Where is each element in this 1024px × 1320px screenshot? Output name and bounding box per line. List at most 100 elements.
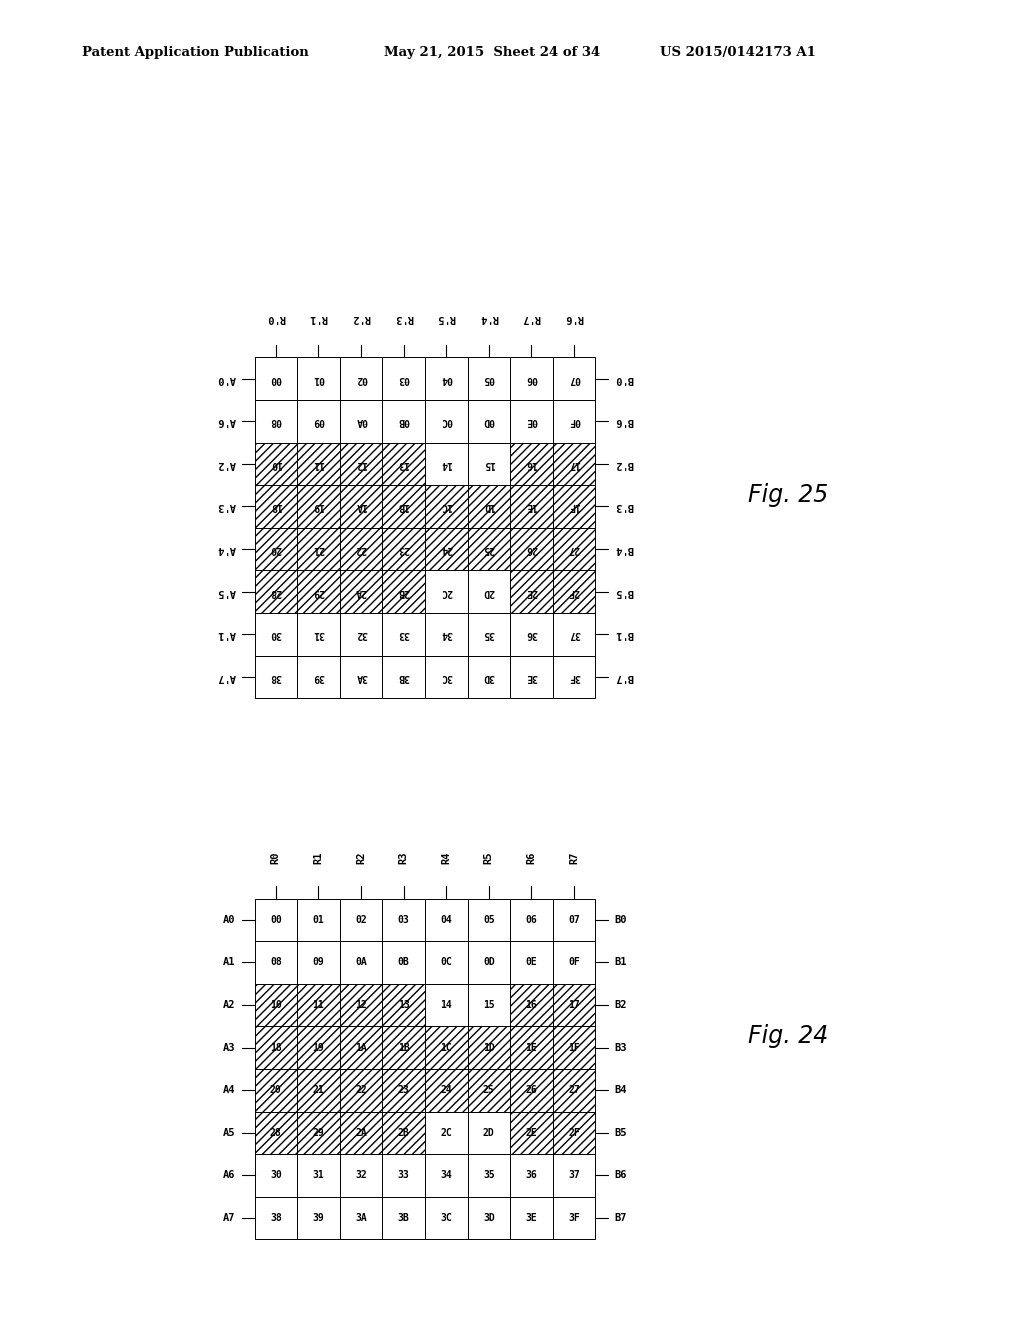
Text: B'1: B'1 [614, 630, 633, 639]
Bar [255, 486, 297, 528]
Text: R'1: R'1 [309, 313, 328, 323]
Bar [255, 941, 297, 983]
Bar [553, 528, 595, 570]
Bar [255, 358, 297, 400]
Text: 30: 30 [270, 1171, 282, 1180]
Text: 07: 07 [568, 374, 580, 384]
Bar [553, 486, 595, 528]
Text: 03: 03 [397, 374, 410, 384]
Bar [297, 400, 340, 442]
Text: 12: 12 [355, 459, 367, 469]
Text: 22: 22 [355, 544, 367, 554]
Text: 09: 09 [312, 416, 325, 426]
Text: 25: 25 [483, 1085, 495, 1096]
Text: 23: 23 [397, 1085, 410, 1096]
Text: 07: 07 [568, 915, 580, 925]
Bar [425, 486, 468, 528]
Text: 0D: 0D [483, 957, 495, 968]
Bar [255, 1111, 297, 1154]
Bar [340, 1154, 382, 1197]
Bar [468, 1069, 510, 1111]
Text: A1: A1 [223, 957, 236, 968]
Bar [297, 1069, 340, 1111]
Bar [382, 1197, 425, 1239]
Text: 25: 25 [483, 544, 495, 554]
Bar [297, 1111, 340, 1154]
Text: R5: R5 [484, 851, 494, 865]
Bar [510, 1154, 553, 1197]
Text: 35: 35 [483, 1171, 495, 1180]
Bar [382, 400, 425, 442]
Text: 3C: 3C [440, 672, 453, 682]
Text: 2E: 2E [525, 1127, 538, 1138]
Bar [255, 983, 297, 1027]
Text: 00: 00 [270, 374, 282, 384]
Text: 19: 19 [312, 1043, 325, 1052]
Bar [425, 1111, 468, 1154]
Bar [340, 570, 382, 612]
Text: 03: 03 [397, 915, 410, 925]
Bar [468, 528, 510, 570]
Text: 01: 01 [312, 915, 325, 925]
Text: 17: 17 [568, 459, 580, 469]
Bar [340, 442, 382, 486]
Text: 20: 20 [270, 544, 282, 554]
Bar [382, 656, 425, 698]
Bar [468, 358, 510, 400]
Text: 0E: 0E [525, 957, 538, 968]
Text: R0: R0 [271, 851, 281, 865]
Text: 1C: 1C [440, 502, 453, 511]
Bar [297, 941, 340, 983]
Bar [425, 570, 468, 612]
Bar [382, 899, 425, 941]
Text: 23: 23 [397, 544, 410, 554]
Text: 28: 28 [270, 1127, 282, 1138]
Text: R'3: R'3 [394, 313, 413, 323]
Bar [425, 442, 468, 486]
Text: 2B: 2B [397, 586, 410, 597]
Text: 33: 33 [397, 630, 410, 639]
Bar [297, 1027, 340, 1069]
Bar [468, 941, 510, 983]
Bar [425, 1197, 468, 1239]
Text: 1C: 1C [440, 1043, 453, 1052]
Text: May 21, 2015  Sheet 24 of 34: May 21, 2015 Sheet 24 of 34 [384, 46, 600, 59]
Text: 14: 14 [440, 1001, 453, 1010]
Bar [553, 656, 595, 698]
Text: 1E: 1E [525, 1043, 538, 1052]
Text: 0A: 0A [355, 416, 367, 426]
Text: 3A: 3A [355, 1213, 367, 1224]
Text: A'6: A'6 [217, 416, 236, 426]
Text: 18: 18 [270, 502, 282, 511]
Text: 1A: 1A [355, 1043, 367, 1052]
Text: 20: 20 [270, 1085, 282, 1096]
Text: 02: 02 [355, 915, 367, 925]
Text: 36: 36 [525, 1171, 538, 1180]
Text: 12: 12 [355, 1001, 367, 1010]
Bar [340, 941, 382, 983]
Bar [468, 1027, 510, 1069]
Bar [297, 983, 340, 1027]
Text: 2D: 2D [483, 1127, 495, 1138]
Text: 2E: 2E [525, 586, 538, 597]
Text: B7: B7 [614, 1213, 627, 1224]
Text: 3A: 3A [355, 672, 367, 682]
Bar [468, 1154, 510, 1197]
Text: Patent Application Publication: Patent Application Publication [82, 46, 308, 59]
Bar [340, 899, 382, 941]
Text: R'0: R'0 [266, 313, 286, 323]
Text: 32: 32 [355, 1171, 367, 1180]
Text: 2A: 2A [355, 1127, 367, 1138]
Bar [510, 1111, 553, 1154]
Bar [468, 486, 510, 528]
Bar [297, 528, 340, 570]
Text: 36: 36 [525, 630, 538, 639]
Text: 29: 29 [312, 586, 325, 597]
Text: 3E: 3E [525, 1213, 538, 1224]
Text: B5: B5 [614, 1127, 627, 1138]
Bar [553, 358, 595, 400]
Bar [382, 358, 425, 400]
Text: A4: A4 [223, 1085, 236, 1096]
Text: 10: 10 [270, 1001, 282, 1010]
Bar [510, 612, 553, 656]
